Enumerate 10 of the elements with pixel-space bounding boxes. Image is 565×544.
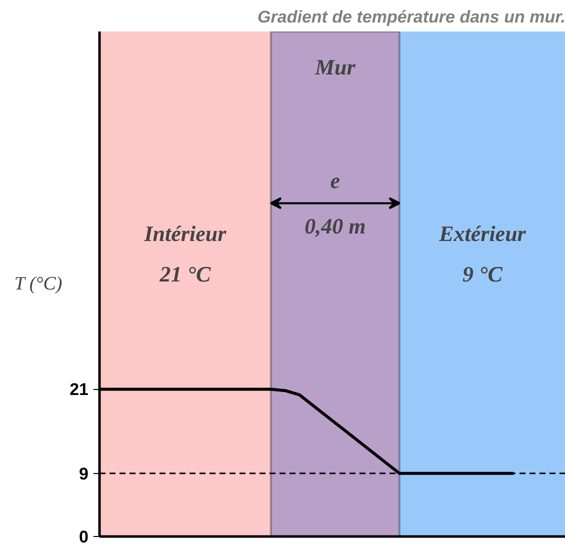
annotation: 0,40 m [304,213,366,238]
y-tick-label: 9 [79,464,89,484]
annotation: Mur [314,54,356,80]
annotation: Extérieur 9 °C [438,221,526,286]
y-tick-label: 0 [79,528,89,544]
annotation: e [330,168,340,193]
chart-title: Gradient de température dans un mur. [258,8,565,26]
y-tick-label: 21 [70,380,89,400]
y-axis-title: T (°C) [14,274,62,294]
annotation: Intérieur 21 °C [143,221,227,286]
